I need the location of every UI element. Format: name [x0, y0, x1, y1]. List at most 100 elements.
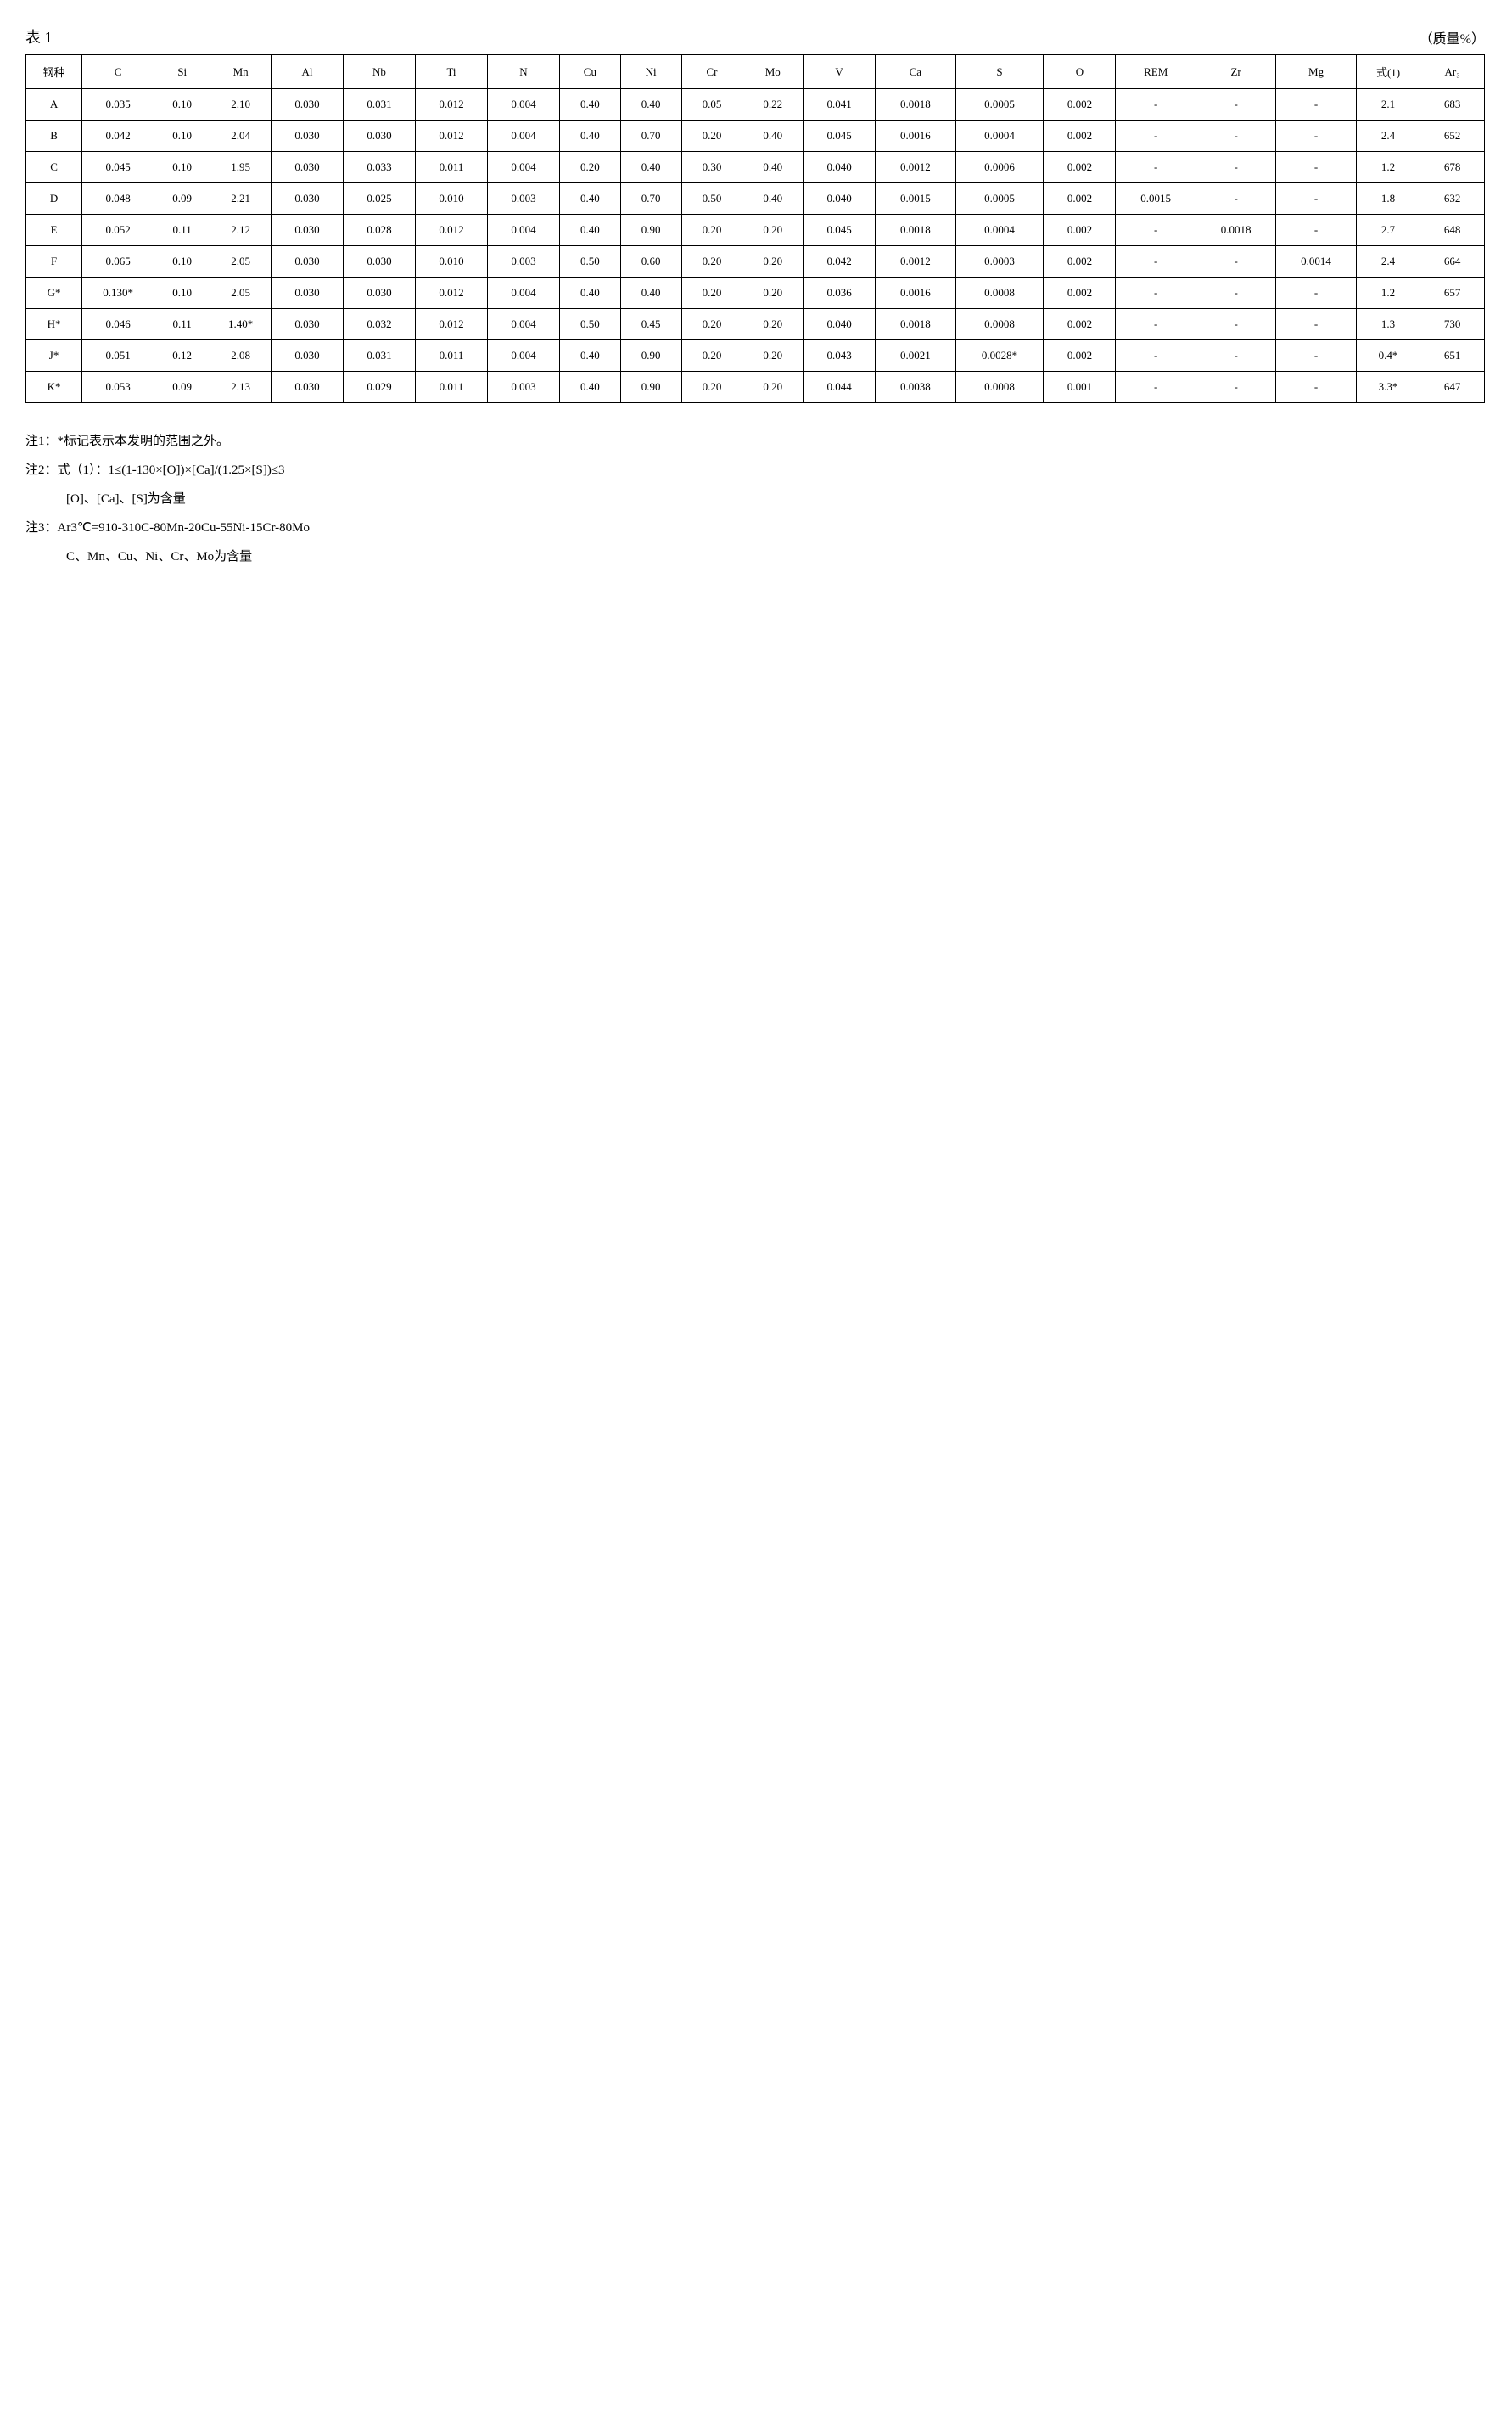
cell-eq1: 1.8 [1356, 183, 1420, 215]
note-2b: [O]、[Ca]、[S]为含量 [25, 486, 1485, 512]
cell-Si: 0.10 [154, 278, 210, 309]
cell-Mn: 2.13 [210, 372, 272, 403]
cell-Ni: 0.40 [620, 89, 681, 121]
cell-steel: G* [26, 278, 82, 309]
cell-V: 0.042 [804, 246, 876, 278]
cell-Nb: 0.025 [344, 183, 416, 215]
cell-N: 0.004 [488, 278, 560, 309]
col-header-Mg: Mg [1276, 55, 1356, 89]
cell-Ar3: 730 [1420, 309, 1485, 340]
cell-Mn: 2.04 [210, 121, 272, 152]
cell-Mg: - [1276, 340, 1356, 372]
cell-Zr: - [1196, 372, 1275, 403]
cell-Cr: 0.05 [681, 89, 742, 121]
col-header-S: S [955, 55, 1044, 89]
cell-Cr: 0.20 [681, 121, 742, 152]
composition-table: 钢种CSiMnAlNbTiNCuNiCrMoVCaSOREMZrMg式(1)Ar… [25, 54, 1485, 403]
cell-Ti: 0.010 [416, 246, 488, 278]
cell-O: 0.001 [1044, 372, 1116, 403]
cell-Zr: - [1196, 309, 1275, 340]
cell-Si: 0.11 [154, 309, 210, 340]
cell-Ar3: 657 [1420, 278, 1485, 309]
cell-steel: C [26, 152, 82, 183]
cell-V: 0.040 [804, 309, 876, 340]
cell-Zr: - [1196, 246, 1275, 278]
cell-REM: - [1116, 121, 1196, 152]
cell-N: 0.004 [488, 340, 560, 372]
cell-REM: - [1116, 278, 1196, 309]
cell-Mo: 0.22 [742, 89, 804, 121]
table-row: F0.0650.102.050.0300.0300.0100.0030.500.… [26, 246, 1485, 278]
cell-C: 0.046 [82, 309, 154, 340]
cell-Ca: 0.0021 [876, 340, 955, 372]
notes-section: 注1：*标记表示本发明的范围之外。 注2：式（1）：1≤(1-130×[O])×… [25, 429, 1485, 570]
col-header-Zr: Zr [1196, 55, 1275, 89]
cell-Cr: 0.20 [681, 246, 742, 278]
cell-Nb: 0.030 [344, 278, 416, 309]
table-row: D0.0480.092.210.0300.0250.0100.0030.400.… [26, 183, 1485, 215]
cell-Ni: 0.40 [620, 278, 681, 309]
col-header-Ti: Ti [416, 55, 488, 89]
cell-S: 0.0003 [955, 246, 1044, 278]
cell-Ni: 0.90 [620, 372, 681, 403]
unit-label: （质量%） [1420, 27, 1485, 48]
cell-C: 0.052 [82, 215, 154, 246]
cell-S: 0.0006 [955, 152, 1044, 183]
cell-Mg: - [1276, 278, 1356, 309]
cell-Mo: 0.40 [742, 183, 804, 215]
note-1: 注1：*标记表示本发明的范围之外。 [25, 429, 1485, 454]
col-header-REM: REM [1116, 55, 1196, 89]
col-header-O: O [1044, 55, 1116, 89]
cell-Cu: 0.50 [560, 246, 621, 278]
cell-Mg: - [1276, 372, 1356, 403]
col-header-Mn: Mn [210, 55, 272, 89]
cell-Nb: 0.028 [344, 215, 416, 246]
cell-Ca: 0.0012 [876, 246, 955, 278]
cell-Ni: 0.45 [620, 309, 681, 340]
cell-Ni: 0.70 [620, 121, 681, 152]
cell-V: 0.043 [804, 340, 876, 372]
cell-steel: J* [26, 340, 82, 372]
cell-Si: 0.12 [154, 340, 210, 372]
cell-eq1: 0.4* [1356, 340, 1420, 372]
cell-Mo: 0.20 [742, 246, 804, 278]
cell-Ti: 0.012 [416, 121, 488, 152]
cell-N: 0.004 [488, 152, 560, 183]
cell-Ni: 0.60 [620, 246, 681, 278]
cell-Nb: 0.033 [344, 152, 416, 183]
col-header-C: C [82, 55, 154, 89]
cell-Ar3: 647 [1420, 372, 1485, 403]
cell-steel: H* [26, 309, 82, 340]
cell-eq1: 2.4 [1356, 246, 1420, 278]
cell-C: 0.048 [82, 183, 154, 215]
cell-Al: 0.030 [272, 372, 344, 403]
cell-V: 0.045 [804, 215, 876, 246]
cell-Ti: 0.012 [416, 278, 488, 309]
cell-REM: 0.0015 [1116, 183, 1196, 215]
cell-O: 0.002 [1044, 246, 1116, 278]
cell-Ti: 0.011 [416, 340, 488, 372]
cell-REM: - [1116, 89, 1196, 121]
cell-Si: 0.09 [154, 183, 210, 215]
cell-Al: 0.030 [272, 89, 344, 121]
cell-Mo: 0.20 [742, 372, 804, 403]
cell-Ni: 0.70 [620, 183, 681, 215]
cell-Ca: 0.0016 [876, 121, 955, 152]
cell-C: 0.053 [82, 372, 154, 403]
cell-Mo: 0.20 [742, 309, 804, 340]
cell-O: 0.002 [1044, 152, 1116, 183]
cell-Nb: 0.031 [344, 89, 416, 121]
cell-Al: 0.030 [272, 278, 344, 309]
cell-N: 0.004 [488, 215, 560, 246]
cell-Mo: 0.20 [742, 340, 804, 372]
table-row: B0.0420.102.040.0300.0300.0120.0040.400.… [26, 121, 1485, 152]
cell-Si: 0.10 [154, 89, 210, 121]
cell-Al: 0.030 [272, 121, 344, 152]
cell-Nb: 0.030 [344, 121, 416, 152]
col-header-Ca: Ca [876, 55, 955, 89]
cell-Mo: 0.20 [742, 278, 804, 309]
col-header-V: V [804, 55, 876, 89]
cell-O: 0.002 [1044, 340, 1116, 372]
cell-Zr: 0.0018 [1196, 215, 1275, 246]
cell-Ti: 0.011 [416, 152, 488, 183]
